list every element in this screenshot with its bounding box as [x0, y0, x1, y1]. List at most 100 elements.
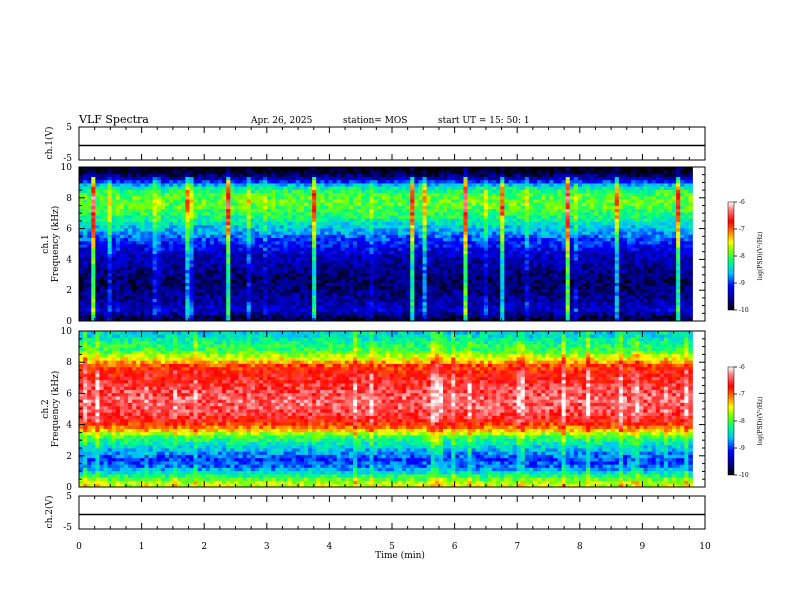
ch1-spectrogram-cell — [443, 227, 448, 232]
ch1-spectrogram-cell — [336, 317, 342, 322]
ch1-spectrogram-cell — [361, 240, 366, 245]
ch1-spectrogram-cell — [434, 215, 440, 219]
ch1-spectrogram-cell — [160, 189, 166, 194]
ch1-spectrogram-cell — [471, 269, 477, 274]
ch1-spectrogram-cell — [443, 176, 448, 181]
ch1-spectrogram-cell — [475, 183, 481, 187]
ch1-spectrogram-cell — [160, 202, 166, 206]
ch1-spectrogram-cell — [487, 285, 493, 290]
ch1-spectrogram-cell — [156, 173, 162, 178]
ch1-spectrogram-cell — [205, 272, 211, 277]
ch1-spectrogram-cell — [393, 272, 399, 277]
ch1-spectrogram-cell — [467, 266, 473, 271]
ch1-spectrogram-cell — [164, 292, 170, 296]
ch1-spectrogram-cell — [475, 195, 481, 200]
ch1-spectrogram-cell — [459, 244, 464, 248]
ch1-spectrogram-cell — [389, 311, 395, 315]
ch1-spectrogram-cell — [258, 279, 264, 283]
ch1-spectrogram-cell — [377, 176, 383, 181]
ch1-spectrogram-cell — [222, 202, 227, 206]
ch1-spectrogram-cell — [471, 314, 477, 319]
ch1-spectrogram-cell — [328, 279, 333, 283]
ch1-spectrogram-cell — [369, 266, 374, 271]
ch1-spectrogram-cell — [434, 234, 440, 238]
ch1-spectrogram-cell — [156, 298, 162, 303]
ch1-spectrogram-cell — [312, 215, 317, 219]
ch1-spectrogram-cell — [201, 186, 207, 190]
ch1-spectrogram-cell — [422, 205, 428, 210]
ch1-spectrogram-cell — [487, 189, 493, 194]
ch1-spectrogram-cell — [406, 282, 411, 287]
ch1-spectrogram-cell — [152, 276, 158, 280]
ch1-spectrogram-cell — [426, 221, 432, 226]
ch1-spectrogram-cell — [414, 186, 419, 190]
ch1-spectrogram-cell — [357, 247, 362, 251]
ch1-spectrogram-cell — [156, 176, 162, 181]
ch1-spectrogram-cell — [316, 317, 321, 322]
ch1-spectrogram-cell — [103, 231, 109, 235]
ch1-spectrogram-cell — [451, 301, 456, 306]
ch1-spectrogram-cell — [430, 279, 436, 283]
ch1-spectrogram-cell — [128, 250, 133, 255]
ch1-spectrogram-cell — [398, 199, 403, 203]
ch1-spectrogram-cell — [332, 295, 338, 299]
ch1-spectrogram-cell — [234, 292, 239, 296]
ch1-spectrogram-cell — [197, 221, 203, 226]
ch1-spectrogram-cell — [132, 221, 137, 226]
ch1-spectrogram-cell — [209, 317, 215, 322]
ch1-spectrogram-cell — [483, 295, 489, 299]
ch1-spectrogram-cell — [389, 298, 395, 303]
ch1-spectrogram-cell — [111, 311, 117, 315]
ch1-spectrogram-cell — [402, 308, 407, 312]
ch1-spectrogram-cell — [258, 179, 264, 184]
ch1-spectrogram-cell — [467, 231, 473, 235]
ch1-spectrogram-cell — [377, 199, 383, 203]
ch1-spectrogram-cell — [422, 298, 428, 303]
ch1-spectrogram-cell — [160, 266, 166, 271]
ch1-spectrogram-cell — [422, 231, 428, 235]
ch1-spectrogram-cell — [299, 292, 305, 296]
ch1-spectrogram-cell — [410, 189, 415, 194]
ch1-spectrogram-cell — [238, 227, 243, 232]
ch1-spectrogram-cell — [226, 179, 231, 184]
ch1-spectrogram-cell — [471, 208, 477, 213]
ch1-spectrogram-cell — [348, 183, 354, 187]
ch1-spectrogram-cell — [132, 288, 137, 293]
ch1-spectrogram-cell — [91, 179, 96, 184]
ch1-spectrogram-cell — [418, 282, 423, 287]
ch1-spectrogram-cell — [455, 199, 460, 203]
ch1-spectrogram-cell — [258, 186, 264, 190]
ch1-spectrogram-cell — [83, 304, 88, 309]
ch1-spectrogram-cell — [140, 167, 145, 171]
ch1-spectrogram-cell — [205, 295, 211, 299]
ch1-spectrogram-cell — [275, 269, 280, 274]
ch1-spectrogram-cell — [271, 308, 276, 312]
ch1-spectrogram-cell — [189, 298, 194, 303]
ch1-spectrogram-cell — [410, 234, 415, 238]
ch1-spectrogram-cell — [152, 231, 158, 235]
ch1-spectrogram-cell — [140, 173, 145, 178]
ch1-spectrogram-cell — [377, 202, 383, 206]
ch1-spectrogram-cell — [107, 295, 113, 299]
ch1-spectrogram-cell — [291, 282, 297, 287]
ch1-spectrogram-cell — [459, 314, 464, 319]
ch1-spectrogram-cell — [263, 317, 268, 322]
ch1-spectrogram-cell — [263, 282, 268, 287]
ch1-spectrogram-cell — [209, 263, 215, 267]
ch1-spectrogram-cell — [181, 304, 186, 309]
ch1-spectrogram-cell — [357, 179, 362, 184]
ch1-spectrogram-cell — [271, 285, 276, 290]
ch1-spectrogram-cell — [471, 244, 477, 248]
ch1-spectrogram-cell — [107, 231, 113, 235]
ch1-spectrogram-cell — [422, 218, 428, 222]
ch1-spectrogram-cell — [213, 292, 219, 296]
ch1-spectrogram-cell — [263, 244, 268, 248]
ch1-spectrogram-cell — [308, 308, 313, 312]
ch1-spectrogram-cell — [193, 231, 199, 235]
ch1-spectrogram-cell — [438, 269, 444, 274]
ch1-spectrogram-cell — [140, 208, 145, 213]
ch1-spectrogram-cell — [389, 199, 395, 203]
ch1-spectrogram-cell — [361, 260, 366, 264]
ch1-spectrogram-cell — [181, 295, 186, 299]
ch1-spectrogram-cell — [201, 195, 207, 200]
